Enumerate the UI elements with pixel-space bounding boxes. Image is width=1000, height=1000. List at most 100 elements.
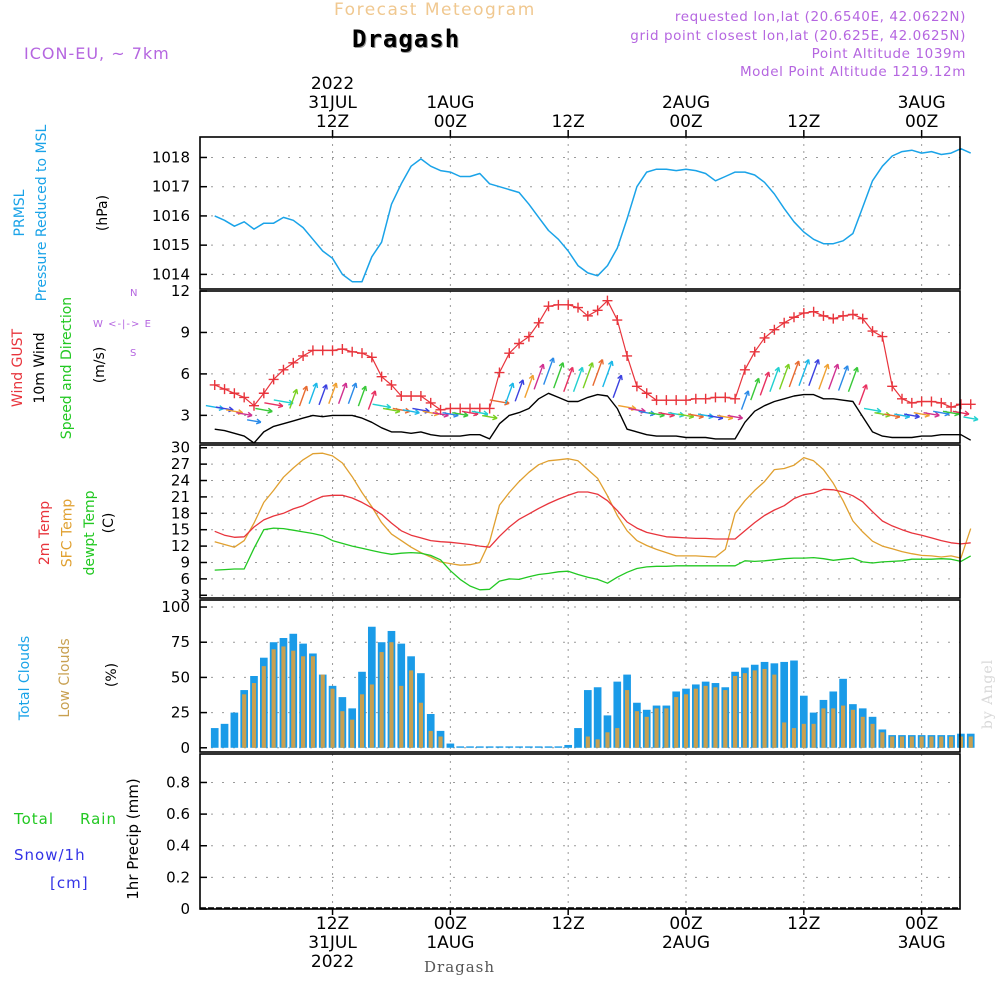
wind-gust-point	[484, 403, 495, 414]
wind-arrow-head	[737, 414, 744, 421]
wind-unit: (m/s)	[92, 346, 108, 384]
top-time-label: 12Z	[787, 112, 820, 132]
low-cloud-bar	[399, 685, 404, 748]
compass-n: N	[130, 288, 138, 299]
wind-arrow-head	[414, 409, 420, 416]
low-cloud-bar	[359, 694, 365, 748]
wind-arrow	[402, 409, 420, 414]
wind-arrow	[707, 414, 724, 419]
total-cloud-bar	[554, 746, 563, 748]
total-cloud-bar	[790, 660, 798, 748]
total-cloud-bar	[475, 746, 484, 748]
wind-arrow	[553, 362, 564, 389]
total-cloud-bar	[220, 723, 229, 748]
wind-gust-point	[749, 346, 760, 357]
low-cloud-bar	[674, 697, 679, 748]
wind-arrow	[543, 357, 555, 385]
cloud-ytick-label: 0	[180, 739, 190, 757]
wind-gust-point	[573, 302, 583, 313]
wind-arrow	[572, 367, 584, 393]
wind-gust-point	[514, 338, 525, 349]
wind-arrow-head	[973, 415, 979, 422]
wind-10m-label: 10m Wind	[32, 332, 48, 404]
wind-gust-label: Wind GUST	[10, 328, 26, 408]
cloud-ytick-label: 25	[171, 704, 190, 722]
wind-arrow	[933, 410, 950, 415]
top-time-label: 2022	[311, 74, 354, 94]
wind-arrow-head	[312, 382, 319, 389]
bottom-time-label: 2022	[311, 952, 354, 972]
wind-arrow	[236, 412, 253, 417]
temp-ytick-label: 24	[171, 472, 190, 490]
low-cloud-bar	[968, 736, 973, 748]
wind-gust-point	[838, 310, 849, 321]
top-time-label: 31JUL	[308, 93, 357, 113]
wind-arrow	[461, 410, 479, 415]
wind-arrow-head	[351, 382, 358, 389]
wind-arrow-head	[833, 363, 840, 370]
precip-snow-label: Snow/1h	[14, 846, 86, 864]
wind-gust-point	[622, 350, 633, 361]
bottom-time-label: 1AUG	[426, 933, 474, 953]
top-time-label: 00Z	[669, 112, 702, 132]
wind-gust-point	[906, 397, 917, 408]
wind-arrow-head	[255, 418, 262, 425]
wind-gust-point	[818, 310, 829, 321]
wind-arrow	[357, 385, 367, 407]
total-cloud-bar	[583, 690, 592, 748]
wind-gust-point	[543, 301, 554, 312]
wind-gust-point	[445, 403, 456, 414]
wind-gust-point	[955, 399, 966, 410]
temp-2m-label: 2m Temp	[37, 500, 53, 566]
wind-arrow-head	[814, 358, 820, 365]
wind-arrow	[769, 367, 780, 393]
low-cloud-bar	[683, 694, 689, 748]
wind-arrow	[942, 410, 960, 415]
wind-arrow	[847, 367, 859, 393]
wind-gust-point	[268, 374, 279, 385]
wind-gust-point	[239, 392, 250, 403]
wind-gust-point	[700, 393, 711, 404]
compass-we: W <-|-> E	[93, 319, 152, 330]
wind-gust-point	[288, 357, 299, 368]
wind-gust-point	[730, 393, 741, 404]
temp-ytick-label: 9	[180, 553, 190, 571]
wind-gust-point	[494, 367, 505, 378]
wind-gust-point	[278, 364, 289, 375]
low-cloud-bar	[330, 688, 335, 748]
cloud-ytick-label: 50	[171, 668, 190, 686]
wind-arrow-head	[463, 411, 469, 418]
wind-arrow	[612, 374, 623, 398]
total-cloud-bar	[544, 746, 553, 748]
wind-arrow	[727, 414, 743, 419]
pressure-frame	[199, 136, 961, 290]
wind-arrow	[308, 382, 318, 404]
wind-arrow	[318, 384, 328, 406]
wind-gust-point	[582, 310, 593, 321]
low-cloud-bar	[625, 690, 630, 748]
cloud-frame	[199, 599, 961, 753]
footer-location: Dragash	[424, 958, 496, 976]
point-altitude: Point Altitude 1039m	[811, 46, 966, 62]
wind-arrow-head	[292, 388, 299, 395]
top-time-label: 1AUG	[426, 93, 474, 113]
wind-gust-point	[307, 345, 318, 356]
wind-arrow	[328, 382, 337, 404]
wind-arrow	[884, 413, 900, 418]
wind-arrow	[894, 413, 910, 418]
wind-gust-point	[798, 308, 809, 319]
low-cloud-bar	[320, 674, 325, 748]
pressure-ytick-label: 1015	[152, 236, 190, 254]
low-cloud-bar	[752, 670, 757, 748]
low-cloud-bar	[634, 711, 639, 748]
total-cloud-bar	[456, 746, 465, 748]
compass-s: S	[130, 348, 137, 359]
low-cloud-bar	[860, 716, 865, 748]
wind-gust-point	[789, 312, 799, 323]
low-cloud-bar	[919, 736, 924, 748]
wind-arrow-head	[823, 363, 830, 370]
wind-gust-point	[710, 392, 721, 403]
wind-arrow	[471, 410, 489, 415]
wind-gust-point	[720, 392, 731, 403]
pressure-label-1: PRMSL	[12, 189, 28, 237]
